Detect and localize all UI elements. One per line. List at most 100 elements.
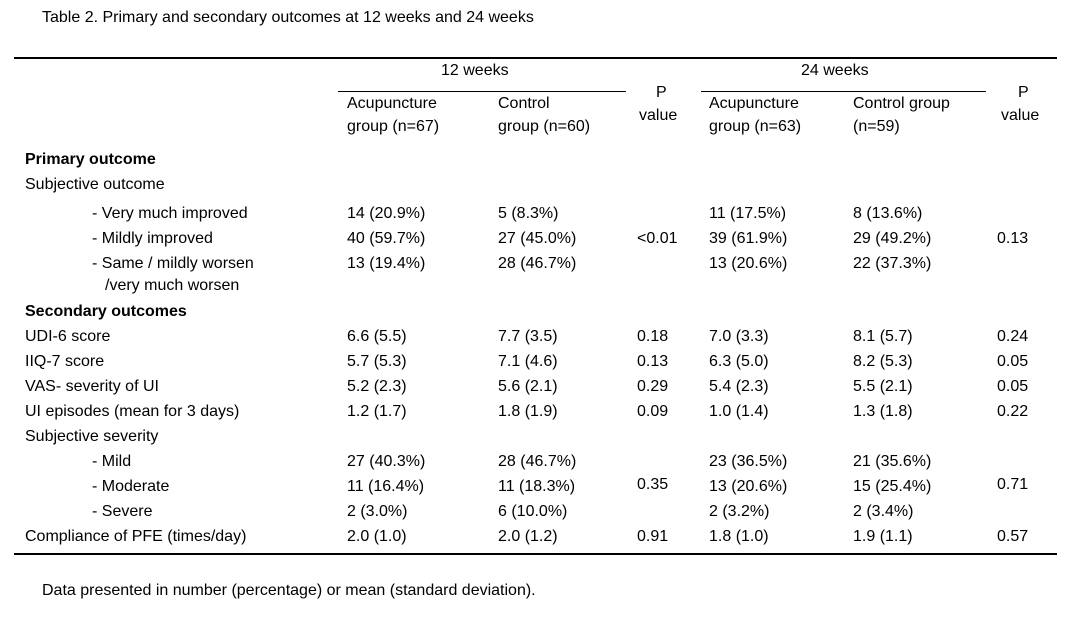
- cell-p-value-12: 0.35: [637, 476, 669, 493]
- cell-p-value-12: 0.13: [637, 353, 669, 370]
- table-row: - Very much improved 14 (20.9%) 5 (8.3%)…: [0, 202, 1080, 227]
- table-row: - Moderate 11 (16.4%) 11 (18.3%) 0.35 13…: [0, 475, 1080, 500]
- table-row: - Mildly improved 40 (59.7%) 27 (45.0%) …: [0, 227, 1080, 252]
- cell-acupuncture-24: 13 (20.6%): [709, 478, 788, 495]
- table-row: UI episodes (mean for 3 days) 1.2 (1.7) …: [0, 400, 1080, 425]
- header-control-12-line1: Control: [498, 95, 550, 112]
- cell-control-24: 29 (49.2%): [853, 230, 932, 247]
- cell-acupuncture-12: 2 (3.0%): [347, 503, 408, 520]
- cell-control-12: 27 (45.0%): [498, 230, 577, 247]
- cell-acupuncture-24: 13 (20.6%): [709, 255, 788, 272]
- header-p-24-line2: value: [1001, 107, 1040, 124]
- cell-control-12: 2.0 (1.2): [498, 528, 558, 545]
- row-label: UDI-6 score: [25, 328, 111, 345]
- table-row: - Mild 27 (40.3%) 28 (46.7%) 23 (36.5%) …: [0, 450, 1080, 475]
- cell-p-value-12: 0.29: [637, 378, 669, 395]
- cell-p-value-24: 0.05: [997, 378, 1029, 395]
- cell-control-12: 1.8 (1.9): [498, 403, 558, 420]
- section-heading-secondary: Secondary outcomes: [25, 303, 187, 320]
- row-label: Subjective severity: [25, 428, 159, 445]
- cell-control-12: 11 (18.3%): [498, 478, 576, 495]
- cell-control-12: 7.7 (3.5): [498, 328, 558, 345]
- cell-acupuncture-24: 1.8 (1.0): [709, 528, 769, 545]
- header-acupuncture-24-line2: group (n=63): [709, 118, 802, 135]
- table-bottom-rule: [14, 553, 1057, 555]
- cell-acupuncture-12: 5.2 (2.3): [347, 378, 407, 395]
- cell-control-12: 7.1 (4.6): [498, 353, 558, 370]
- cell-p-value-12: 0.18: [637, 328, 669, 345]
- cell-control-24: 8.1 (5.7): [853, 328, 913, 345]
- cell-acupuncture-24: 1.0 (1.4): [709, 403, 769, 420]
- table-row: Subjective severity: [0, 425, 1080, 450]
- cell-p-value-12: <0.01: [637, 230, 678, 247]
- header-12-weeks: 12 weeks: [441, 62, 509, 79]
- row-label: Compliance of PFE (times/day): [25, 528, 247, 545]
- table-row: Secondary outcomes: [0, 300, 1080, 325]
- cell-acupuncture-12: 40 (59.7%): [347, 230, 426, 247]
- table-row: Subjective outcome: [0, 173, 1080, 198]
- table-row: IIQ-7 score 5.7 (5.3) 7.1 (4.6) 0.13 6.3…: [0, 350, 1080, 375]
- cell-acupuncture-12: 14 (20.9%): [347, 205, 426, 222]
- cell-control-24: 8 (13.6%): [853, 205, 923, 222]
- cell-control-12: 6 (10.0%): [498, 503, 568, 520]
- cell-acupuncture-24: 5.4 (2.3): [709, 378, 769, 395]
- row-label: Subjective outcome: [25, 176, 165, 193]
- cell-acupuncture-12: 27 (40.3%): [347, 453, 426, 470]
- table-body: Primary outcome Subjective outcome - Ver…: [0, 148, 1080, 550]
- table-row: UDI-6 score 6.6 (5.5) 7.7 (3.5) 0.18 7.0…: [0, 325, 1080, 350]
- cell-p-value-24: 0.22: [997, 403, 1029, 420]
- table-caption: Table 2. Primary and secondary outcomes …: [42, 9, 534, 26]
- table-footnote: Data presented in number (percentage) or…: [42, 582, 536, 599]
- header-acupuncture-24-line1: Acupuncture: [709, 95, 799, 112]
- header-24-weeks: 24 weeks: [801, 62, 869, 79]
- cell-acupuncture-12: 11 (16.4%): [347, 478, 425, 495]
- cell-control-12: 5.6 (2.1): [498, 378, 558, 395]
- header-control-12-line2: group (n=60): [498, 118, 591, 135]
- cell-p-value-24: 0.24: [997, 328, 1029, 345]
- row-label: - Very much improved: [92, 205, 248, 222]
- row-label: - Mild: [92, 453, 132, 470]
- cell-control-24: 5.5 (2.1): [853, 378, 913, 395]
- cell-p-value-24: 0.57: [997, 528, 1029, 545]
- table-header: 12 weeks 24 weeks Acupuncture group (n=6…: [0, 0, 1080, 150]
- section-heading-primary: Primary outcome: [25, 151, 156, 168]
- cell-acupuncture-12: 13 (19.4%): [347, 255, 426, 272]
- row-label: VAS- severity of UI: [25, 378, 159, 395]
- header-acupuncture-12-line2: group (n=67): [347, 118, 440, 135]
- cell-control-24: 8.2 (5.3): [853, 353, 913, 370]
- table-row: - Severe 2 (3.0%) 6 (10.0%) 2 (3.2%) 2 (…: [0, 500, 1080, 525]
- cell-acupuncture-12: 1.2 (1.7): [347, 403, 407, 420]
- cell-acupuncture-12: 6.6 (5.5): [347, 328, 407, 345]
- table-row: - Same / mildly worsen /very much worsen…: [0, 252, 1080, 300]
- row-label: - Same / mildly worsen /very much worsen: [92, 253, 254, 297]
- table-top-rule: [14, 57, 1057, 59]
- cell-control-12: 28 (46.7%): [498, 255, 577, 272]
- row-label: IIQ-7 score: [25, 353, 105, 370]
- header-control-24-line2: (n=59): [853, 118, 900, 135]
- cell-p-value-12: 0.09: [637, 403, 669, 420]
- header-p-12-line2: value: [639, 107, 678, 124]
- row-label: - Moderate: [92, 478, 170, 495]
- row-label-line1: - Same / mildly worsen: [92, 255, 254, 272]
- cell-acupuncture-24: 6.3 (5.0): [709, 353, 769, 370]
- cell-acupuncture-24: 23 (36.5%): [709, 453, 788, 470]
- header-p-24-line1: P: [1018, 84, 1029, 101]
- cell-acupuncture-24: 7.0 (3.3): [709, 328, 769, 345]
- cell-acupuncture-12: 5.7 (5.3): [347, 353, 407, 370]
- row-label: UI episodes (mean for 3 days): [25, 403, 240, 420]
- cell-control-24: 1.3 (1.8): [853, 403, 913, 420]
- header-12-weeks-rule: [338, 91, 626, 92]
- header-acupuncture-12-line1: Acupuncture: [347, 95, 437, 112]
- cell-p-value-24: 0.71: [997, 476, 1029, 493]
- cell-control-24: 2 (3.4%): [853, 503, 914, 520]
- cell-p-value-12: 0.91: [637, 528, 669, 545]
- cell-control-24: 22 (37.3%): [853, 255, 932, 272]
- header-control-24-line1: Control group: [853, 95, 950, 112]
- table-row: Compliance of PFE (times/day) 2.0 (1.0) …: [0, 525, 1080, 550]
- cell-control-24: 15 (25.4%): [853, 478, 932, 495]
- row-label: - Severe: [92, 503, 153, 520]
- table-row: VAS- severity of UI 5.2 (2.3) 5.6 (2.1) …: [0, 375, 1080, 400]
- row-label-line2: /very much worsen: [105, 277, 240, 294]
- cell-p-value-24: 0.05: [997, 353, 1029, 370]
- header-24-weeks-rule: [701, 91, 986, 92]
